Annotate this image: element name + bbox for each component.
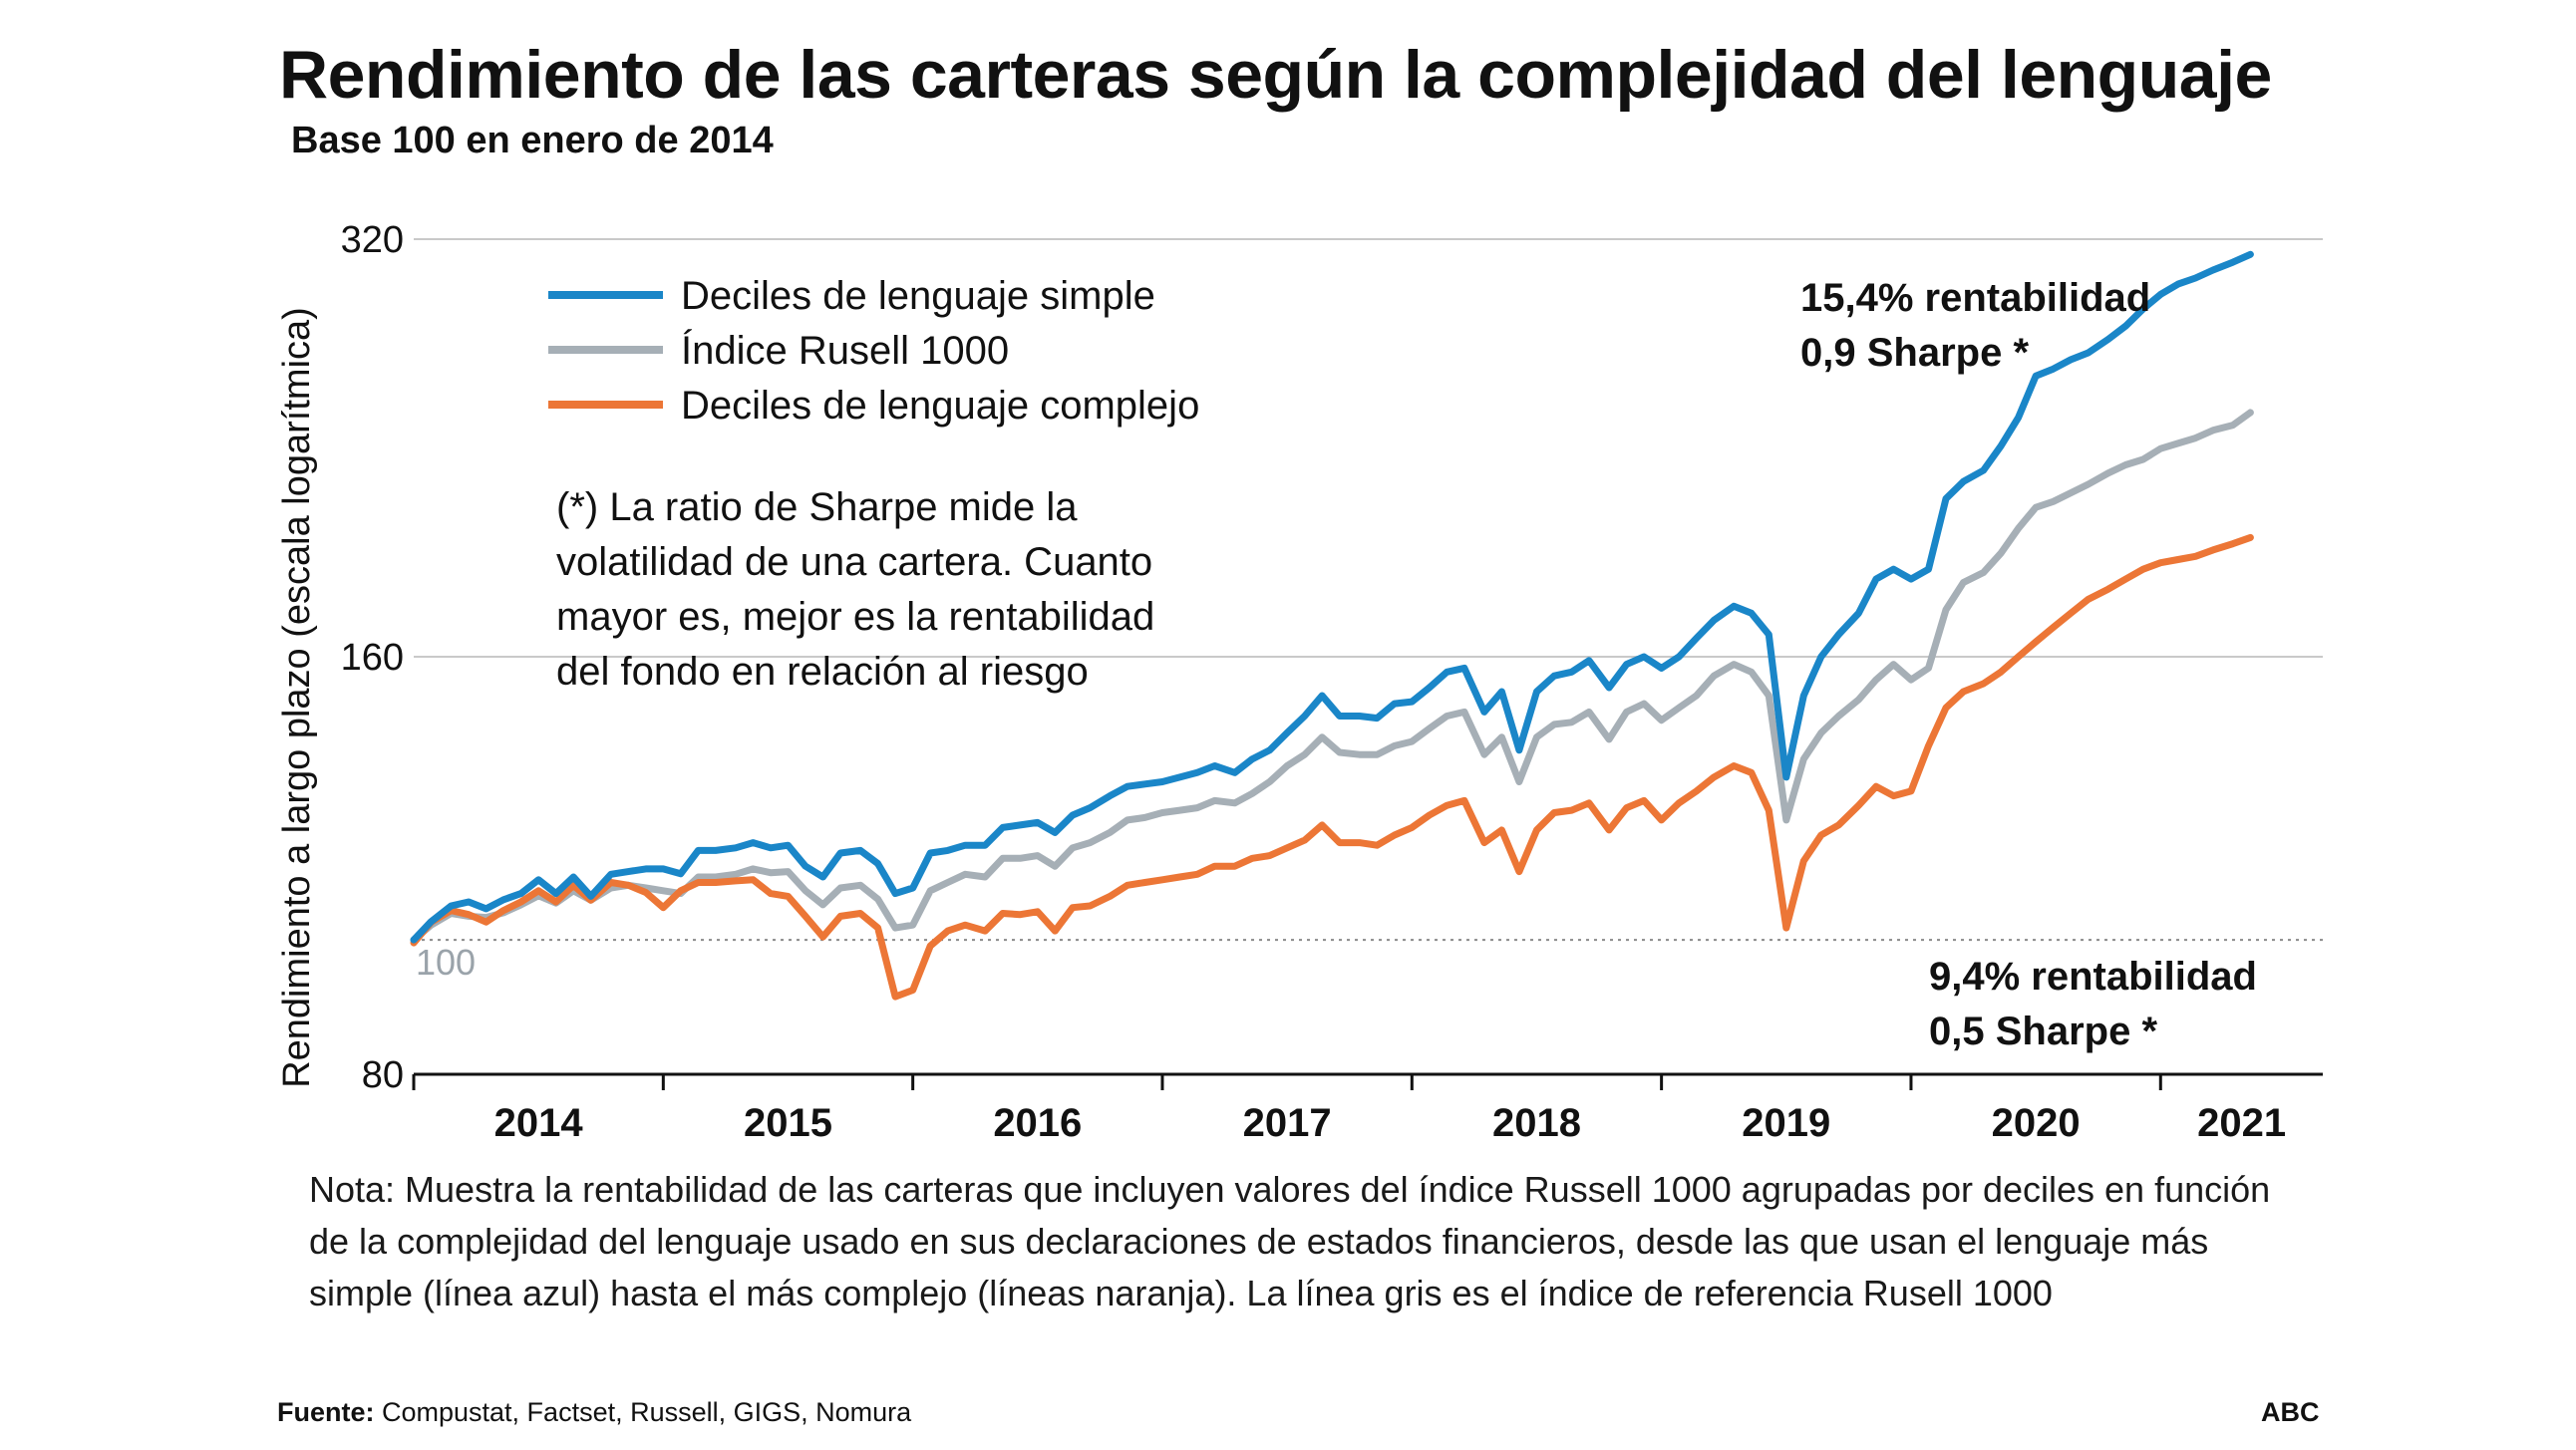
source-label: Fuente: bbox=[277, 1397, 375, 1427]
legend-entry: Deciles de lenguaje complejo bbox=[681, 384, 1199, 428]
annotations: 15,4% rentabilidad 0,9 Sharpe * 9,4% renta… bbox=[556, 276, 2257, 1053]
annotation-top-right: 0,9 Sharpe * bbox=[1800, 331, 2029, 375]
y-axis-label: Rendimiento a largo plazo (escala logarí… bbox=[276, 307, 318, 1088]
x-tick-label: 2019 bbox=[1742, 1101, 1830, 1145]
y-tick-label: 160 bbox=[341, 637, 404, 679]
baseline-label: 100 bbox=[416, 942, 476, 983]
x-tick-label: 2014 bbox=[494, 1101, 584, 1145]
chart-title: Rendimiento de las carteras según la com… bbox=[279, 37, 2272, 113]
annotation-bottom-right: 0,5 Sharpe * bbox=[1929, 1010, 2157, 1053]
series-line-1 bbox=[410, 409, 2254, 944]
source-text: Compustat, Factset, Russell, GIGS, Nomur… bbox=[374, 1397, 912, 1427]
series-line-0 bbox=[410, 250, 2254, 944]
annotation-bottom-right: 9,4% rentabilidad bbox=[1929, 955, 2257, 999]
annotation-top-right: 15,4% rentabilidad bbox=[1800, 276, 2150, 320]
sharpe-note: del fondo en relación al riesgo bbox=[556, 650, 1089, 694]
legend-entry: Índice Rusell 1000 bbox=[681, 328, 1009, 373]
y-tick-label: 320 bbox=[341, 219, 404, 261]
sharpe-note: volatilidad de una cartera. Cuanto bbox=[556, 540, 1152, 584]
x-tick-label: 2020 bbox=[1992, 1101, 2081, 1145]
x-tick-label: 2018 bbox=[1492, 1101, 1581, 1145]
sharpe-note: (*) La ratio de Sharpe mide la bbox=[556, 485, 1078, 529]
gridlines: 100 bbox=[414, 238, 2323, 983]
x-tick-label: 2021 bbox=[2197, 1101, 2286, 1145]
x-tick-label: 2015 bbox=[744, 1101, 832, 1145]
x-tick-label: 2016 bbox=[993, 1101, 1082, 1145]
series-line-2 bbox=[410, 533, 2254, 1001]
y-tick-label: 80 bbox=[362, 1054, 404, 1096]
x-axis: 2014 2015 2016 2017 2018 2019 2020 2021 bbox=[412, 1072, 2323, 1145]
y-axis-ticks: 80 160 320 bbox=[341, 219, 404, 1096]
legend-entry: Deciles de lenguaje simple bbox=[681, 274, 1155, 318]
x-tick-label: 2017 bbox=[1243, 1101, 1332, 1145]
series-lines bbox=[410, 250, 2254, 1001]
sharpe-note: mayor es, mejor es la rentabilidad bbox=[556, 595, 1154, 639]
brand-logo: ABC bbox=[2261, 1397, 2320, 1427]
chart-subtitle: Base 100 en enero de 2014 bbox=[291, 120, 774, 161]
source-line: Fuente: Compustat, Factset, Russell, GIG… bbox=[277, 1397, 911, 1428]
legend: Deciles de lenguaje simple Índice Rusell … bbox=[548, 274, 1199, 428]
footnote: Nota: Muestra la rentabilidad de las car… bbox=[309, 1169, 2271, 1313]
